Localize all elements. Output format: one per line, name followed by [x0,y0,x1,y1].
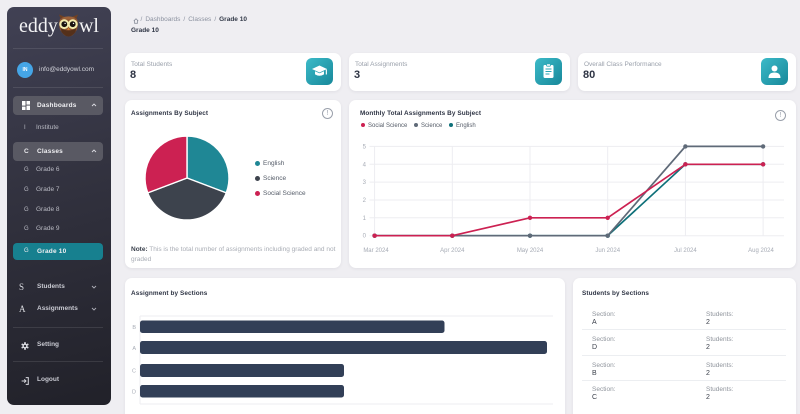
svg-text:Apr 2024: Apr 2024 [440,248,465,254]
svg-text:B: B [132,325,136,331]
svg-text:1: 1 [363,216,367,222]
svg-text:Jul 2024: Jul 2024 [674,248,697,254]
svg-text:3: 3 [363,180,367,186]
svg-text:0: 0 [363,234,367,240]
svg-text:D: D [132,390,136,396]
svg-text:4: 4 [363,162,367,168]
svg-text:A: A [132,346,136,352]
svg-text:Mar 2024: Mar 2024 [363,248,389,254]
svg-text:Jun 2024: Jun 2024 [595,248,620,254]
svg-text:Aug 2024: Aug 2024 [748,248,774,254]
svg-text:5: 5 [363,144,367,150]
svg-text:2: 2 [363,198,367,204]
svg-text:May 2024: May 2024 [517,248,544,254]
svg-text:C: C [132,369,136,375]
